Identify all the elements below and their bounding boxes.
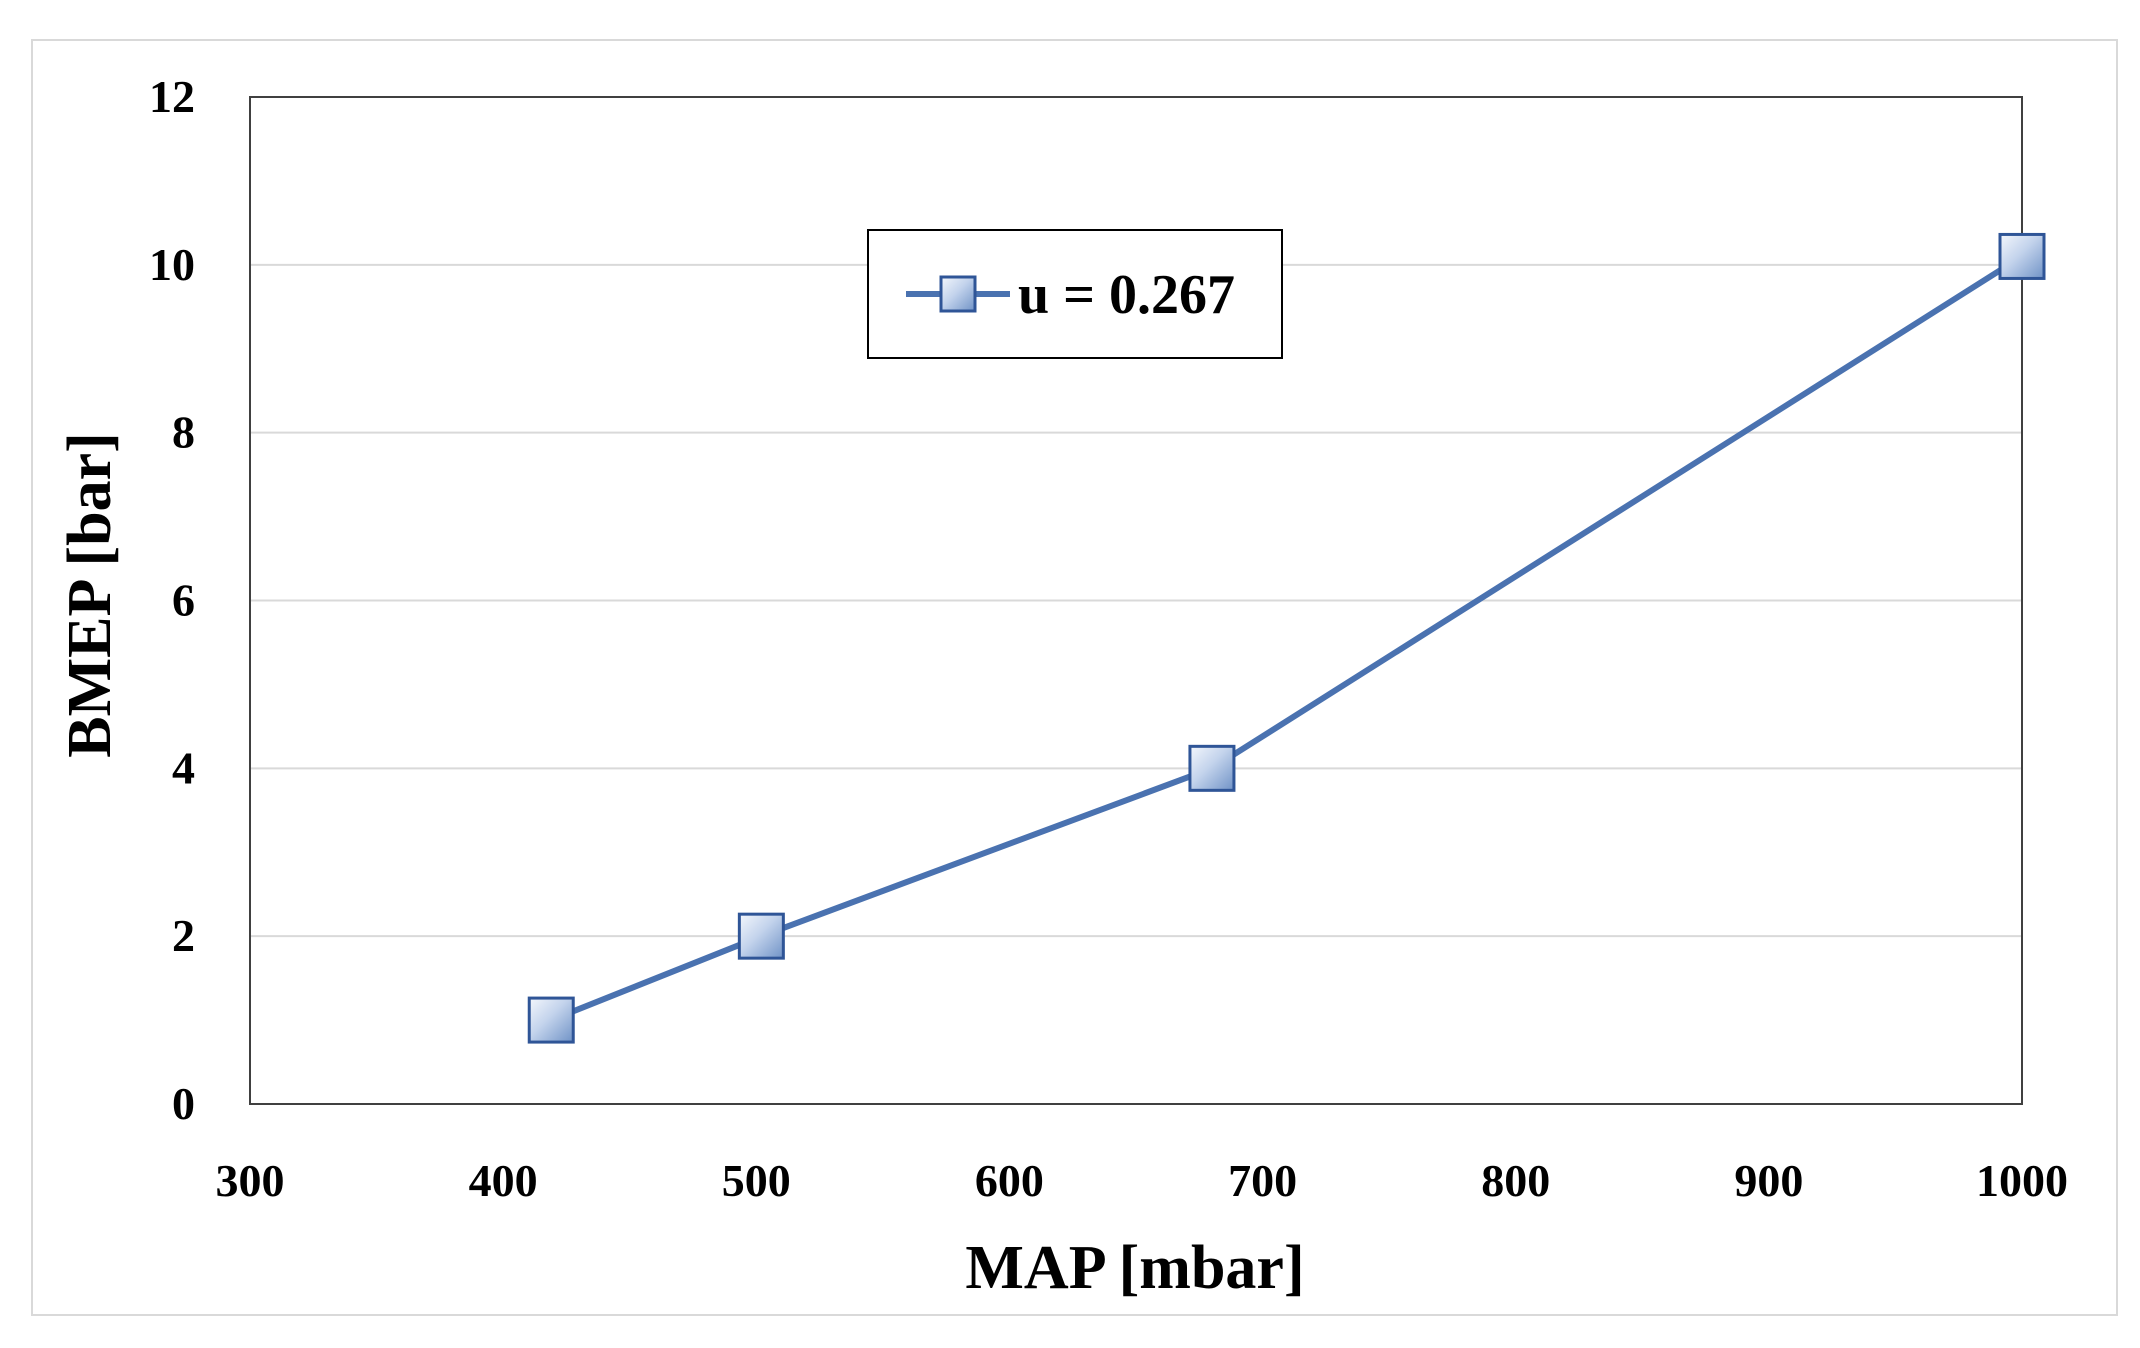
x-tick-label: 600 — [975, 1155, 1044, 1206]
y-tick-label: 12 — [149, 71, 195, 122]
y-tick-label: 4 — [172, 742, 195, 793]
x-axis-title: MAP [mbar] — [965, 1234, 1304, 1302]
legend-marker — [939, 275, 977, 313]
plot-area — [249, 96, 2023, 1105]
legend-label: u = 0.267 — [1018, 264, 1235, 326]
legend: u = 0.267 — [867, 229, 1283, 359]
x-tick-label: 1000 — [1976, 1155, 2068, 1206]
y-tick-label: 10 — [149, 239, 195, 290]
y-tick-label: 6 — [172, 575, 195, 626]
y-tick-label: 0 — [172, 1078, 195, 1129]
x-axis-ticks: 300 400 500 600 700 800 900 1000 — [216, 1155, 2069, 1206]
data-point — [1188, 744, 1236, 792]
series-layer — [527, 232, 2046, 1044]
x-tick-label: 700 — [1228, 1155, 1297, 1206]
x-tick-label: 900 — [1734, 1155, 1803, 1206]
series-line — [550, 253, 2024, 1023]
x-tick-label: 800 — [1481, 1155, 1550, 1206]
data-point — [527, 996, 575, 1044]
x-tick-label: 300 — [216, 1155, 285, 1206]
y-tick-label: 8 — [172, 407, 195, 458]
y-tick-label: 2 — [172, 910, 195, 961]
x-tick-label: 500 — [722, 1155, 791, 1206]
data-point — [1998, 232, 2046, 280]
x-tick-label: 400 — [469, 1155, 538, 1206]
y-axis-title: BMEP [bar] — [56, 432, 124, 757]
y-axis-ticks: 0 2 4 6 8 10 12 — [149, 71, 195, 1129]
data-point — [737, 912, 785, 960]
